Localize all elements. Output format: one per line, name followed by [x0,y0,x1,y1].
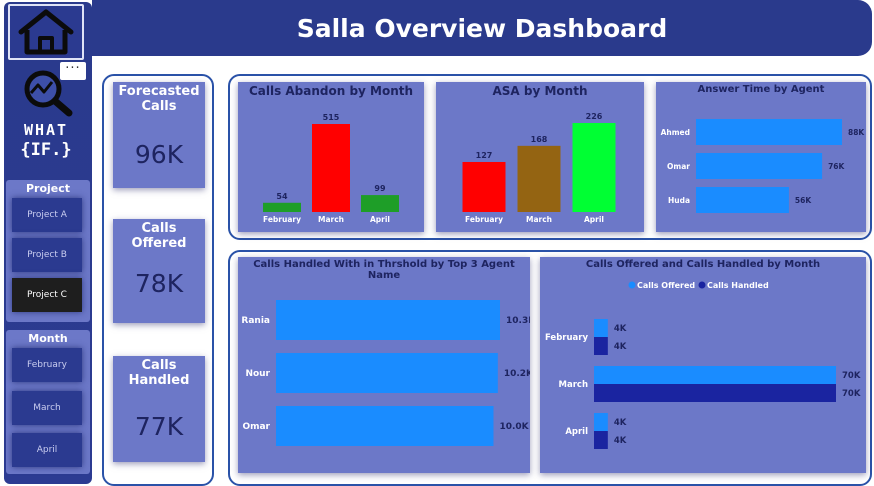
category-label: April [565,427,588,437]
chart-plot-area: 127 February 168 March 226 April [462,112,616,224]
chart-plot-area: Calls Offered Calls Handled February 4K 4K Ma… [545,281,861,449]
data-label: 4K [614,324,627,334]
kpi-card-forecasted-calls: Forecasted Calls 96K [113,82,205,188]
kpi-title: Calls Offered [131,221,187,251]
bar-huda[interactable] [696,187,789,213]
data-label: 10.0K [499,422,529,432]
chart-calls-handled-within-threshold[interactable]: Calls Handled With in Thrshold by Top 3 … [238,257,530,473]
slicer-item-march[interactable]: March [12,391,82,425]
slicer-item-project-c[interactable]: Project C [12,278,82,312]
what-if-button[interactable]: WHAT {IF.} [8,120,84,168]
slicer-item-project-b[interactable]: Project B [12,238,82,272]
what-if-label-line2: {IF.} [20,140,72,160]
data-label: 54 [276,192,288,201]
data-label: 56K [795,196,812,205]
data-label: 70K [842,371,861,381]
bar-march-calls-offered[interactable] [594,366,836,384]
chart-answer-time-by-agent[interactable]: Answer Time by Agent Ahmed 88K Omar 76K Huda… [656,82,866,232]
chart-plot-area: Ahmed 88K Omar 76K Huda 56K [661,119,865,213]
data-label: 127 [476,151,493,160]
chart-plot-area: Rania 10.3K Nour 10.2K Omar 10.0K [241,300,530,446]
chart-asa-by-month[interactable]: ASA by Month 127 February 168 March 226 April [436,82,644,232]
bar-april[interactable] [361,195,399,212]
data-label: 4K [614,342,627,352]
kpi-card-calls-handled: Calls Handled 77K [113,356,205,462]
bar-rania[interactable] [276,300,500,340]
page-title: Salla Overview Dashboard [92,0,872,56]
chart-calls-offered-and-handled[interactable]: Calls Offered and Calls Handled by Month… [540,257,866,473]
kpi-title: Calls Handled [128,358,190,388]
kpi-title: Forecasted Calls [118,84,200,114]
bar-ahmed[interactable] [696,119,842,145]
bar-omar[interactable] [276,406,494,446]
category-label: March [526,215,552,224]
category-label: Omar [667,162,690,171]
what-if-label-line1: WHAT [23,121,69,139]
category-label: Nour [245,369,270,379]
bar-nour[interactable] [276,353,498,393]
data-label: 168 [531,135,548,144]
chart-title: Calls Abandon by Month [248,84,414,98]
data-label: 4K [614,418,627,428]
category-label: April [370,215,390,224]
month-slicer-title: Month [28,332,68,345]
category-label: Omar [242,422,270,432]
chart-calls-abandon-by-month[interactable]: Calls Abandon by Month 54 February 515 Marc… [238,82,424,232]
bar-february[interactable] [462,161,506,212]
kpi-value: 77K [134,412,184,441]
kpi-card-calls-offered: Calls Offered 78K [113,219,205,323]
bar-april[interactable] [572,123,616,212]
bar-february-calls-handled[interactable] [594,337,608,355]
legend-label[interactable]: Calls Handled [707,281,769,290]
bar-february-calls-offered[interactable] [594,319,608,337]
data-label: 70K [842,389,861,399]
bar-april-calls-offered[interactable] [594,413,608,431]
legend-marker [698,281,706,289]
kpi-value: 96K [134,140,184,169]
data-label: 76K [828,162,845,171]
chart-title: Answer Time by Agent [697,84,825,95]
legend-label[interactable]: Calls Offered [637,281,695,290]
legend-marker [628,281,636,289]
kpi-value: 78K [134,269,184,298]
home-icon [18,9,74,55]
category-label: Ahmed [661,128,690,137]
project-slicer-title: Project [25,182,71,195]
category-label: February [263,215,301,224]
chart-title: Calls Handled With in Thrshold by Top 3 … [253,259,515,281]
month-slicer: Month February March April [6,330,90,474]
data-label: 4K [614,436,627,446]
project-slicer: Project Project A Project B Project C [6,180,90,322]
data-label: 88K [848,128,865,137]
category-label: Huda [668,196,690,205]
bar-february[interactable] [263,202,301,212]
category-label: March [559,380,588,390]
chart-plot-area: 54 February 515 March 99 April [263,113,399,224]
category-label: February [545,333,588,343]
category-label: February [465,215,503,224]
more-options-button[interactable]: ··· [60,62,86,80]
category-label: March [318,215,344,224]
chart-title: ASA by Month [492,84,588,98]
bar-march[interactable] [517,145,561,212]
bar-april-calls-handled[interactable] [594,431,608,449]
slicer-item-project-a[interactable]: Project A [12,198,82,232]
slicer-item-february[interactable]: February [12,348,82,382]
data-label: 515 [323,113,340,122]
analytics-button[interactable] [8,66,84,118]
bar-march-calls-handled[interactable] [594,384,836,402]
category-label: April [584,215,604,224]
category-label: Rania [241,316,270,326]
chart-title: Calls Offered and Calls Handled by Month [585,259,821,270]
home-button[interactable] [8,4,84,60]
bar-omar[interactable] [696,153,823,179]
data-label: 99 [374,184,386,193]
bar-march[interactable] [312,124,350,212]
data-label: 10.3K [506,316,530,326]
slicer-item-april[interactable]: April [12,433,82,467]
magnifier-chart-icon [24,70,73,117]
data-label: 226 [586,112,603,121]
data-label: 10.2K [504,369,530,379]
